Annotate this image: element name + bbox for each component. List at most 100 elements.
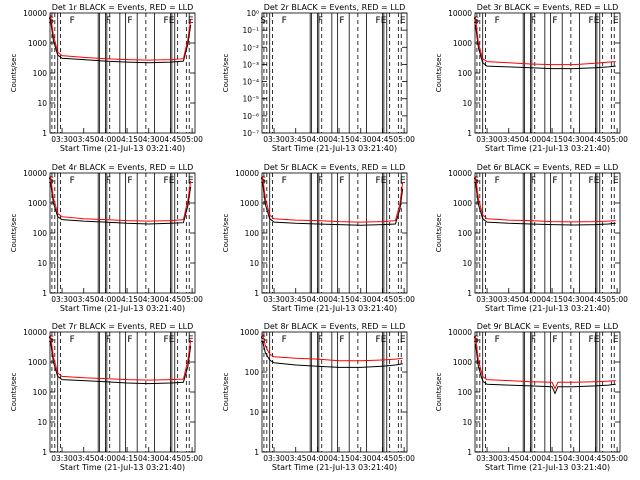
x-tick-label: 04:00 bbox=[520, 454, 542, 463]
region-letter: F bbox=[127, 335, 132, 345]
series-lld bbox=[475, 175, 616, 223]
y-tick-label: 100 bbox=[458, 69, 473, 78]
region-letter: F bbox=[282, 176, 287, 186]
plot-frame bbox=[49, 172, 196, 294]
y-axis-label: Counts/sec bbox=[10, 214, 18, 253]
y-tick-label: 1000 bbox=[240, 199, 259, 208]
x-tick-label: 04:15 bbox=[541, 295, 563, 304]
x-tick-label: 05:00 bbox=[606, 295, 628, 304]
region-letter: F bbox=[531, 16, 536, 26]
region-letter: S bbox=[260, 335, 266, 345]
series-lld bbox=[50, 334, 192, 381]
y-tick-label: 1 bbox=[42, 289, 47, 298]
region-letter: F bbox=[282, 16, 287, 26]
series-lld bbox=[262, 333, 403, 362]
x-tick-label: 04:00 bbox=[95, 295, 117, 304]
y-tick-label: 10⁻⁷ bbox=[242, 129, 259, 138]
panel-det-8: Det 8r BLACK = Events, RED = LLD S F F F FE E 1… bbox=[222, 322, 415, 472]
region-letter: E bbox=[400, 335, 406, 345]
y-tick-label: 1000 bbox=[240, 328, 259, 337]
x-tick-label: 04:15 bbox=[116, 135, 138, 144]
x-tick-label: 05:00 bbox=[606, 135, 628, 144]
x-tick-label: 03:45 bbox=[285, 135, 307, 144]
y-tick-label: 1 bbox=[467, 448, 472, 457]
y-tick-label: 1000 bbox=[453, 358, 472, 367]
x-tick-label: 03:30 bbox=[263, 295, 285, 304]
x-tick-label: 03:45 bbox=[73, 454, 95, 463]
y-axis-label: Counts/sec bbox=[222, 214, 230, 253]
series-lld bbox=[475, 336, 616, 390]
x-tick-label: 03:45 bbox=[285, 454, 307, 463]
x-tick-label: 04:30 bbox=[350, 135, 372, 144]
x-tick-label: 04:30 bbox=[563, 295, 585, 304]
region-letter: F bbox=[106, 176, 111, 186]
x-tick-label: 04:00 bbox=[520, 135, 542, 144]
x-tick-label: 04:15 bbox=[541, 135, 563, 144]
y-tick-label: 1000 bbox=[453, 199, 472, 208]
x-tick-label: 05:00 bbox=[181, 135, 203, 144]
x-axis-label: Start Time (21-Jul-13 03:21:40) bbox=[272, 463, 397, 472]
y-tick-label: 10000 bbox=[235, 169, 259, 178]
region-letter: FE bbox=[589, 16, 600, 26]
y-tick-label: 100 bbox=[245, 229, 260, 238]
region-letter: F bbox=[70, 176, 75, 186]
y-tick-label: 10 bbox=[37, 418, 47, 427]
region-letter: F bbox=[339, 176, 344, 186]
x-tick-label: 04:45 bbox=[585, 454, 607, 463]
x-axis-label: Start Time (21-Jul-13 03:21:40) bbox=[485, 144, 610, 153]
region-letter: F bbox=[552, 176, 557, 186]
y-tick-label: 1000 bbox=[28, 358, 47, 367]
y-tick-label: 1 bbox=[42, 448, 47, 457]
y-tick-label: 1 bbox=[254, 289, 259, 298]
series-events bbox=[475, 181, 616, 226]
region-letter: FE bbox=[376, 176, 387, 186]
x-tick-label: 03:30 bbox=[263, 135, 285, 144]
region-letter: F bbox=[495, 16, 500, 26]
x-tick-label: 04:45 bbox=[372, 454, 394, 463]
series-events bbox=[50, 181, 192, 225]
y-tick-label: 1000 bbox=[28, 199, 47, 208]
region-letter: E bbox=[613, 335, 619, 345]
y-tick-label: 100 bbox=[33, 388, 48, 397]
x-tick-label: 03:45 bbox=[73, 135, 95, 144]
x-axis-label: Start Time (21-Jul-13 03:21:40) bbox=[485, 463, 610, 472]
x-axis-label: Start Time (21-Jul-13 03:21:40) bbox=[60, 463, 185, 472]
y-axis-label: Counts/sec bbox=[10, 54, 18, 93]
x-tick-label: 04:30 bbox=[563, 454, 585, 463]
panel-title: Det 7r BLACK = Events, RED = LLD bbox=[52, 322, 194, 331]
x-tick-label: 04:30 bbox=[350, 454, 372, 463]
region-letter: FE bbox=[589, 176, 600, 186]
x-tick-label: 05:00 bbox=[181, 295, 203, 304]
y-tick-label: 10000 bbox=[23, 328, 47, 337]
region-letter: F bbox=[318, 335, 323, 345]
panel-title: Det 4r BLACK = Events, RED = LLD bbox=[52, 163, 194, 172]
x-tick-label: 04:15 bbox=[116, 295, 138, 304]
y-tick-label: 1 bbox=[42, 129, 47, 138]
x-tick-label: 03:45 bbox=[285, 295, 307, 304]
x-tick-label: 04:15 bbox=[328, 295, 350, 304]
y-tick-label: 10000 bbox=[23, 169, 47, 178]
y-tick-label: 10⁻² bbox=[242, 43, 259, 52]
x-tick-label: 05:00 bbox=[393, 295, 415, 304]
y-axis-label: Counts/sec bbox=[435, 54, 443, 93]
x-tick-label: 03:30 bbox=[51, 295, 73, 304]
x-tick-label: 04:45 bbox=[160, 295, 182, 304]
y-tick-label: 10000 bbox=[448, 9, 472, 18]
y-tick-label: 100 bbox=[458, 388, 473, 397]
y-tick-label: 10 bbox=[462, 99, 472, 108]
y-axis-label: Counts/sec bbox=[222, 373, 230, 412]
x-tick-label: 04:30 bbox=[138, 454, 160, 463]
x-tick-label: 03:30 bbox=[476, 135, 498, 144]
y-axis-label: Counts/sec bbox=[435, 373, 443, 412]
region-letter: FE bbox=[164, 176, 175, 186]
y-tick-label: 10⁻⁵ bbox=[242, 95, 259, 104]
plot-frame bbox=[474, 331, 621, 453]
y-tick-label: 100 bbox=[33, 69, 48, 78]
x-tick-label: 04:30 bbox=[563, 135, 585, 144]
x-tick-label: 04:00 bbox=[520, 295, 542, 304]
x-tick-label: 04:15 bbox=[328, 454, 350, 463]
x-axis-label: Start Time (21-Jul-13 03:21:40) bbox=[60, 304, 185, 313]
